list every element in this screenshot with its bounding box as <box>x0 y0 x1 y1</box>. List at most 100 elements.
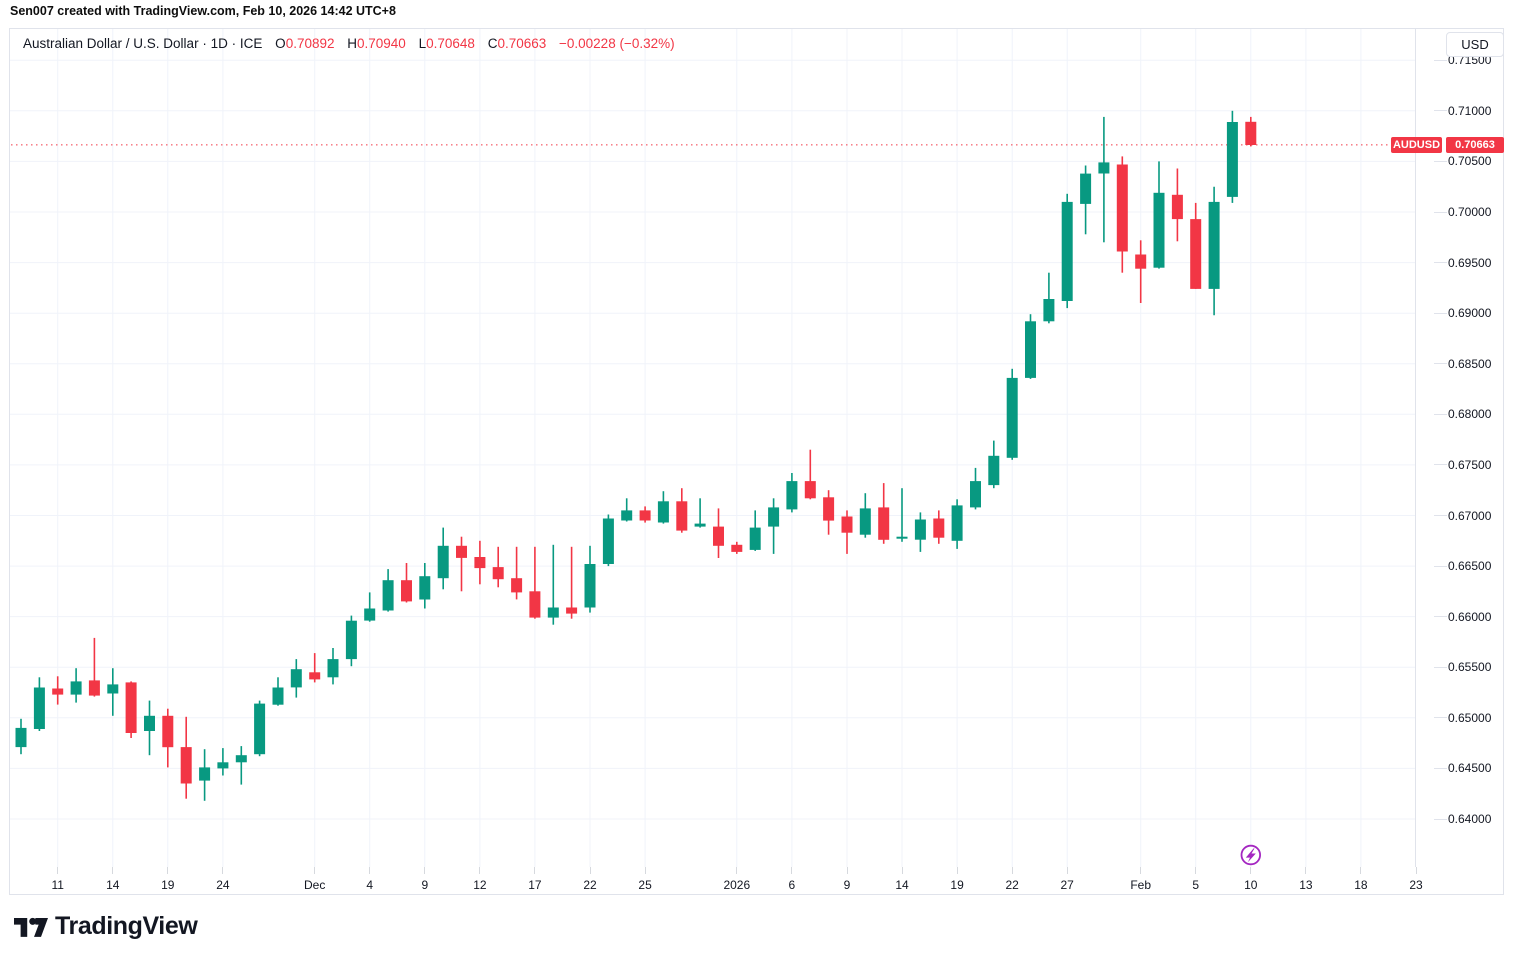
candle[interactable] <box>566 546 578 619</box>
candle[interactable] <box>235 746 247 785</box>
candle[interactable] <box>1116 156 1128 273</box>
candle[interactable] <box>125 681 137 738</box>
time-scale[interactable]: 11 14 19 24 Dec 4 9 12 17 22 25 2026 6 9 14 19 22 27 Feb 5 1… <box>10 867 1423 895</box>
candle[interactable] <box>474 540 486 585</box>
candle[interactable] <box>639 506 651 523</box>
candle[interactable] <box>144 700 155 756</box>
candle[interactable] <box>584 545 596 613</box>
candle[interactable] <box>162 708 174 768</box>
candle[interactable] <box>309 653 321 683</box>
time-tick-label: 19 <box>950 878 964 892</box>
candle[interactable] <box>841 510 853 554</box>
candle[interactable] <box>529 546 541 619</box>
candle[interactable] <box>437 527 449 590</box>
time-tick-mark <box>1415 867 1417 874</box>
candle[interactable] <box>290 659 302 698</box>
candle[interactable] <box>1006 368 1018 460</box>
exchange-value[interactable]: ICE <box>239 36 263 51</box>
candle[interactable] <box>1245 116 1257 147</box>
candle[interactable] <box>933 510 945 544</box>
candle[interactable] <box>52 676 64 705</box>
candle[interactable] <box>786 473 798 513</box>
price-tick-mark <box>1434 464 1447 466</box>
candle[interactable] <box>951 499 963 549</box>
candle[interactable] <box>327 648 339 685</box>
tradingview-logo-icon <box>14 917 48 937</box>
low-value: 0.70648 <box>426 36 475 51</box>
candle[interactable] <box>970 467 981 510</box>
time-tick-label: Feb <box>1130 878 1152 892</box>
candle[interactable] <box>180 716 192 799</box>
candle[interactable] <box>694 498 706 528</box>
symbol-title[interactable]: Australian Dollar / U.S. Dollar <box>23 36 199 51</box>
candle[interactable] <box>107 668 119 716</box>
candle[interactable] <box>88 637 100 697</box>
tradingview-logo[interactable]: TradingView <box>14 910 198 942</box>
candle[interactable] <box>15 718 27 755</box>
candle[interactable] <box>511 546 523 600</box>
time-tick-label: 11 <box>51 878 64 892</box>
candle[interactable] <box>1135 240 1147 303</box>
candle[interactable] <box>731 541 743 554</box>
price-tick-label: 0.66500 <box>1448 559 1492 574</box>
candle[interactable] <box>878 483 890 544</box>
candle[interactable] <box>419 563 431 609</box>
candle[interactable] <box>676 488 688 533</box>
time-tick-mark <box>644 867 646 874</box>
candle[interactable] <box>749 510 761 551</box>
time-tick-mark <box>112 867 114 874</box>
candle[interactable] <box>382 569 394 612</box>
price-tick-label: 0.67000 <box>1448 508 1492 523</box>
candle[interactable] <box>199 749 211 801</box>
candle[interactable] <box>1226 110 1238 203</box>
candle[interactable] <box>272 677 284 706</box>
candle[interactable] <box>1025 314 1036 379</box>
candle[interactable] <box>492 546 504 588</box>
currency-toggle-button[interactable]: USD <box>1446 32 1504 57</box>
lightning-marker-icon[interactable] <box>1240 844 1262 866</box>
price-tick-label: 0.64000 <box>1448 812 1492 826</box>
candle[interactable] <box>401 563 412 603</box>
candle[interactable] <box>988 440 1000 489</box>
candle[interactable] <box>70 668 82 703</box>
candle[interactable] <box>602 514 614 567</box>
time-tick-mark <box>1250 867 1252 874</box>
price-tick-label: 0.69000 <box>1448 306 1492 321</box>
tradingview-logo-text: TradingView <box>55 911 198 940</box>
price-tick-label: 0.68000 <box>1448 407 1492 422</box>
interval-value[interactable]: 1D <box>210 36 228 51</box>
candle[interactable] <box>1153 161 1165 269</box>
candle[interactable] <box>657 491 669 524</box>
candle[interactable] <box>1061 193 1073 309</box>
candlestick-chart-canvas[interactable] <box>10 29 1415 867</box>
change-value: −0.00228 (−0.32%) <box>559 36 675 51</box>
candle[interactable] <box>896 488 908 542</box>
candle[interactable] <box>621 498 633 522</box>
candle[interactable] <box>254 700 266 757</box>
candle[interactable] <box>1098 116 1110 243</box>
candle[interactable] <box>713 508 724 558</box>
time-tick-label: 2026 <box>723 878 751 892</box>
candle[interactable] <box>456 536 467 592</box>
price-tick-mark <box>1434 616 1447 618</box>
candle[interactable] <box>1043 272 1055 324</box>
candle[interactable] <box>768 498 780 554</box>
candle[interactable] <box>823 490 835 535</box>
candle[interactable] <box>33 677 45 731</box>
time-tick-label: 9 <box>843 878 851 892</box>
candle[interactable] <box>1208 186 1220 316</box>
candle[interactable] <box>1190 202 1202 289</box>
candle[interactable] <box>547 544 559 625</box>
candle[interactable] <box>364 592 376 622</box>
candle[interactable] <box>859 493 871 538</box>
chart-widget: Australian Dollar / U.S. Dollar · 1D · I… <box>9 28 1504 895</box>
candle[interactable] <box>1080 165 1092 235</box>
candle[interactable] <box>804 449 816 500</box>
price-scale[interactable]: 0.71500 0.71000 0.70500 0.70000 0.69500 0.690… <box>1416 29 1504 867</box>
candle[interactable] <box>1171 168 1183 242</box>
candle[interactable] <box>217 748 229 776</box>
candle[interactable] <box>345 615 357 667</box>
time-tick-mark <box>1195 867 1197 874</box>
candle[interactable] <box>914 512 926 552</box>
time-tick-mark <box>534 867 536 874</box>
